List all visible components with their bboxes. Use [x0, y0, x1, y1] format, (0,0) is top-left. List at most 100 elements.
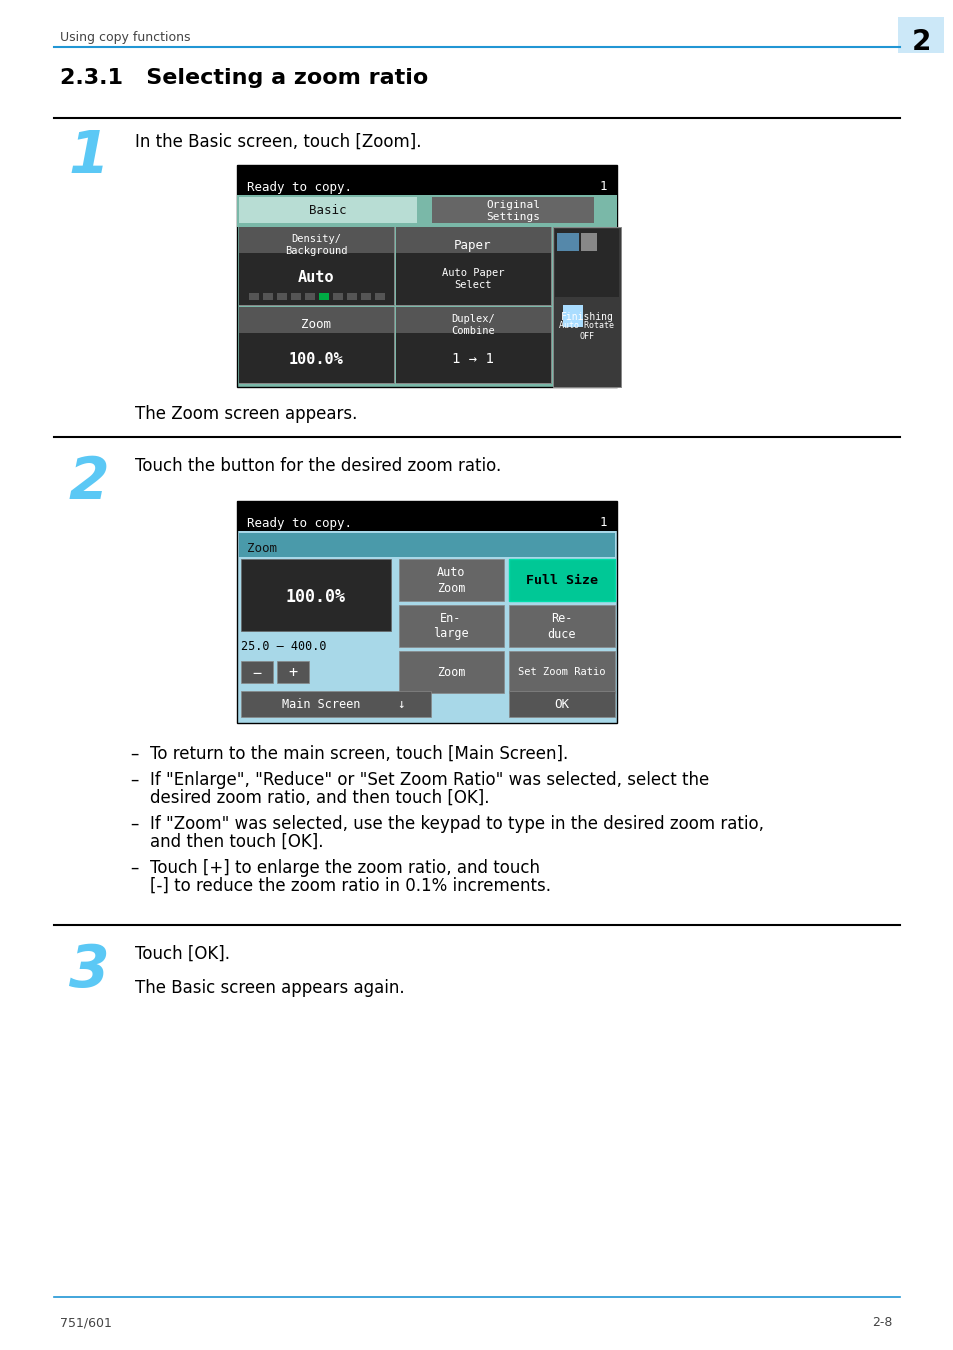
Bar: [395, 227, 551, 252]
Bar: [395, 227, 551, 305]
Bar: [395, 333, 551, 383]
Bar: [398, 559, 503, 601]
Text: 2.3.1   Selecting a zoom ratio: 2.3.1 Selecting a zoom ratio: [60, 68, 428, 88]
Text: Auto Rotate
OFF: Auto Rotate OFF: [558, 321, 614, 340]
Bar: [375, 293, 385, 300]
Text: –: –: [130, 859, 138, 878]
Text: The Basic screen appears again.: The Basic screen appears again.: [135, 979, 404, 998]
Bar: [276, 293, 287, 300]
Text: and then touch [OK].: and then touch [OK].: [150, 833, 323, 851]
Bar: [557, 234, 578, 251]
Bar: [509, 605, 615, 647]
Text: –: –: [130, 815, 138, 833]
Bar: [509, 691, 615, 717]
Bar: [239, 252, 394, 305]
Bar: [276, 662, 309, 683]
Text: Auto
Zoom: Auto Zoom: [436, 566, 465, 594]
Bar: [241, 662, 273, 683]
Text: Zoom: Zoom: [301, 319, 331, 332]
Bar: [395, 306, 551, 383]
Text: 2-8: 2-8: [872, 1316, 892, 1328]
Bar: [236, 165, 617, 194]
Bar: [236, 501, 617, 724]
Text: Touch the button for the desired zoom ratio.: Touch the button for the desired zoom ra…: [135, 458, 500, 475]
Bar: [239, 227, 394, 252]
Bar: [395, 252, 551, 305]
Text: En-
large: En- large: [433, 612, 468, 640]
Bar: [305, 293, 314, 300]
Bar: [239, 227, 394, 305]
Text: Ready to copy.: Ready to copy.: [247, 181, 352, 193]
Text: 1: 1: [598, 517, 606, 529]
Text: Ready to copy.: Ready to copy.: [247, 517, 352, 529]
Text: Density/
Background: Density/ Background: [284, 234, 347, 255]
Bar: [555, 230, 618, 297]
Bar: [580, 234, 597, 251]
Text: +: +: [288, 666, 297, 680]
Bar: [236, 165, 617, 387]
Text: Auto Paper
Select: Auto Paper Select: [441, 267, 504, 290]
Bar: [239, 533, 615, 558]
Bar: [398, 605, 503, 647]
Text: In the Basic screen, touch [Zoom].: In the Basic screen, touch [Zoom].: [135, 134, 421, 151]
Text: [-] to reduce the zoom ratio in 0.1% increments.: [-] to reduce the zoom ratio in 0.1% inc…: [150, 878, 551, 895]
Text: ↓: ↓: [396, 698, 404, 710]
Text: 2: 2: [910, 28, 930, 55]
Text: Finishing: Finishing: [560, 312, 613, 323]
Bar: [509, 651, 615, 693]
Text: 1: 1: [69, 128, 110, 185]
Text: Set Zoom Ratio: Set Zoom Ratio: [517, 667, 605, 676]
Bar: [509, 559, 615, 601]
Text: Re-
duce: Re- duce: [547, 612, 576, 640]
Bar: [347, 293, 356, 300]
Text: 3: 3: [69, 942, 110, 999]
Text: If "Zoom" was selected, use the keypad to type in the desired zoom ratio,: If "Zoom" was selected, use the keypad t…: [150, 815, 763, 833]
Bar: [236, 194, 617, 227]
Bar: [241, 691, 431, 717]
Text: 1 → 1: 1 → 1: [452, 352, 494, 366]
Text: 751/601: 751/601: [60, 1316, 112, 1328]
Text: Using copy functions: Using copy functions: [60, 31, 191, 45]
Text: 2: 2: [69, 454, 110, 512]
Text: –: –: [130, 745, 138, 763]
Text: 100.0%: 100.0%: [286, 589, 346, 606]
Bar: [239, 306, 394, 383]
Text: Duplex/
Combine: Duplex/ Combine: [451, 315, 495, 336]
Bar: [249, 293, 258, 300]
Text: Zoom: Zoom: [247, 541, 276, 555]
Bar: [291, 293, 301, 300]
Bar: [318, 293, 329, 300]
Text: 1: 1: [598, 181, 606, 193]
Bar: [398, 651, 503, 693]
Text: Touch [OK].: Touch [OK].: [135, 945, 230, 963]
Text: 25.0 – 400.0: 25.0 – 400.0: [241, 640, 326, 653]
Text: If "Enlarge", "Reduce" or "Set Zoom Ratio" was selected, select the: If "Enlarge", "Reduce" or "Set Zoom Rati…: [150, 771, 708, 788]
Bar: [432, 197, 594, 223]
Bar: [395, 306, 551, 333]
Text: 100.0%: 100.0%: [289, 351, 343, 366]
Text: Touch [+] to enlarge the zoom ratio, and touch: Touch [+] to enlarge the zoom ratio, and…: [150, 859, 539, 878]
Bar: [239, 333, 394, 383]
Bar: [236, 501, 617, 531]
Text: Auto: Auto: [297, 270, 334, 285]
Bar: [553, 227, 620, 387]
Text: To return to the main screen, touch [Main Screen].: To return to the main screen, touch [Mai…: [150, 745, 568, 763]
Text: Original
Settings: Original Settings: [485, 200, 539, 223]
Bar: [241, 559, 391, 630]
Text: desired zoom ratio, and then touch [OK].: desired zoom ratio, and then touch [OK].: [150, 788, 489, 807]
Text: The Zoom screen appears.: The Zoom screen appears.: [135, 405, 357, 423]
Text: –: –: [130, 771, 138, 788]
Text: Paper: Paper: [454, 239, 491, 251]
Text: −: −: [253, 666, 261, 680]
Text: Main Screen: Main Screen: [281, 698, 360, 710]
Text: Basic: Basic: [309, 204, 346, 217]
Text: OK: OK: [554, 698, 569, 710]
Bar: [360, 293, 371, 300]
Bar: [239, 306, 394, 333]
Text: Zoom: Zoom: [436, 666, 465, 679]
Bar: [897, 18, 943, 53]
Bar: [239, 197, 416, 223]
Bar: [263, 293, 273, 300]
Bar: [333, 293, 343, 300]
Bar: [562, 305, 582, 327]
